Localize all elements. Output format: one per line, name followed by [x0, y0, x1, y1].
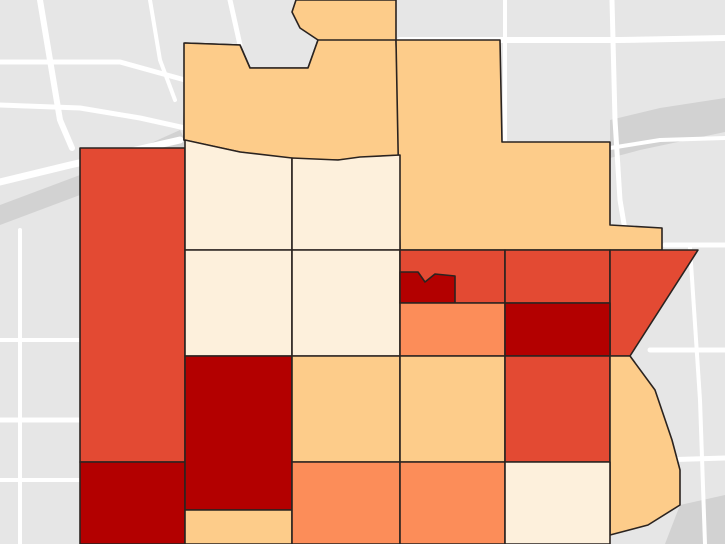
tract-r2-c2	[291, 249, 401, 357]
tract-r3-c4	[504, 355, 611, 463]
tract-r4-c1	[184, 509, 293, 544]
tract-r2-c1	[184, 249, 293, 357]
tracts	[79, 0, 699, 544]
tract-r2-c4	[504, 249, 611, 304]
tract-r3-c1	[184, 355, 293, 511]
water-body-southeast	[665, 495, 725, 544]
tract-r1-c1	[184, 139, 293, 251]
tract-r4-c3	[399, 461, 506, 544]
tract-r3-c2	[291, 355, 401, 463]
tract-east-tail	[609, 355, 681, 536]
tract-r1-c2	[291, 154, 401, 251]
tract-r3-c3	[399, 355, 506, 463]
tract-r2b-c3	[399, 302, 506, 357]
tract-r4-c2	[291, 461, 401, 544]
tract-r4-c4	[504, 461, 611, 544]
tract-west-strip	[79, 147, 186, 463]
tract-west-south	[79, 461, 186, 544]
tract-r2b-c4	[504, 302, 611, 357]
